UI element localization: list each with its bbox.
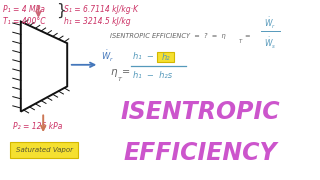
Text: h₁ = 3214.5 kJ/kg: h₁ = 3214.5 kJ/kg (64, 17, 131, 26)
Text: P₁ = 4 MPa: P₁ = 4 MPa (3, 4, 45, 14)
Text: h₁  −  h₂s: h₁ − h₂s (133, 71, 172, 80)
Text: T: T (238, 39, 242, 44)
Text: S₁ = 6.7114 kJ/kg·K: S₁ = 6.7114 kJ/kg·K (64, 4, 138, 14)
Text: $\dot{W}_s$: $\dot{W}_s$ (264, 35, 276, 51)
Text: Saturated Vapor: Saturated Vapor (16, 147, 73, 153)
Text: =: = (122, 67, 130, 77)
Text: P₂ = 125 kPa: P₂ = 125 kPa (13, 122, 62, 131)
Text: h₂: h₂ (162, 53, 170, 62)
Text: η: η (110, 67, 117, 77)
Polygon shape (21, 22, 67, 112)
Bar (157, 52, 174, 62)
Text: $\dot{W}_r$: $\dot{W}_r$ (264, 16, 276, 31)
Text: EFFICIENCY: EFFICIENCY (123, 141, 277, 165)
Text: }: } (56, 2, 66, 17)
Text: T₁ = 400°C: T₁ = 400°C (3, 17, 46, 26)
Text: $\dot{W}_r$: $\dot{W}_r$ (101, 48, 114, 64)
Text: ISENTROPIC EFFICIENCY  =  ?  =  η: ISENTROPIC EFFICIENCY = ? = η (110, 33, 226, 39)
Text: T: T (117, 77, 121, 82)
Text: h₁  −: h₁ − (133, 52, 159, 61)
Text: =: = (244, 33, 250, 39)
Text: ISENTROPIC: ISENTROPIC (120, 100, 280, 124)
Bar (10, 142, 78, 158)
